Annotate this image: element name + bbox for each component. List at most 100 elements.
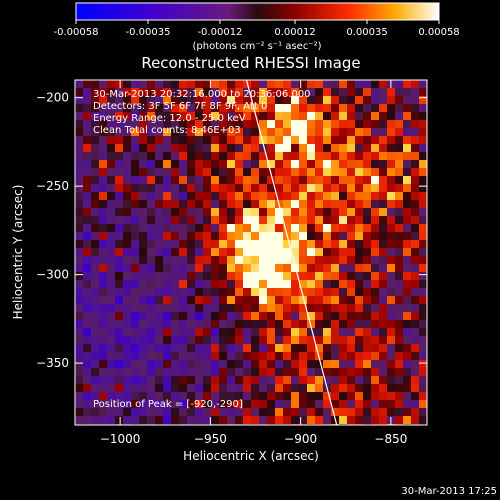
heatmap-cell [363, 368, 372, 377]
heatmap-cell [195, 128, 204, 137]
heatmap-cell [123, 392, 132, 401]
heatmap-cell [75, 416, 84, 425]
heatmap-cell [315, 256, 324, 265]
heatmap-cell [395, 160, 404, 169]
heatmap-cell [323, 232, 332, 241]
heatmap-cell [99, 392, 108, 401]
y-axis: −200−250−300−350 [36, 91, 427, 370]
heatmap-cell [315, 168, 324, 177]
heatmap-cell [403, 152, 412, 161]
heatmap-cell [235, 416, 244, 425]
heatmap-cell [115, 384, 124, 393]
heatmap-cell [171, 280, 180, 289]
heatmap-cell [411, 328, 420, 337]
heatmap-cell [339, 112, 348, 121]
heatmap-cell [315, 416, 324, 425]
heatmap-cell [291, 192, 300, 201]
heatmap-cell [355, 184, 364, 193]
heatmap-cell [291, 232, 300, 241]
heatmap-cell [171, 360, 180, 369]
heatmap-cell [339, 80, 348, 89]
heatmap-cell [339, 200, 348, 209]
heatmap-cell [315, 224, 324, 233]
heatmap-cell [267, 360, 276, 369]
heatmap-cell [147, 136, 156, 145]
heatmap-cell [419, 280, 427, 289]
peak-position-label: Position of Peak = [-920,-290] [93, 399, 243, 410]
heatmap-cell [83, 112, 92, 121]
heatmap-cell [315, 248, 324, 257]
heatmap-cell [147, 304, 156, 313]
heatmap-cell [307, 384, 316, 393]
heatmap-cell [387, 344, 396, 353]
heatmap-cell [123, 408, 132, 417]
heatmap-cell [219, 152, 228, 161]
heatmap-cell [131, 248, 140, 257]
heatmap-cell [299, 168, 308, 177]
heatmap-cell [91, 368, 100, 377]
heatmap-cell [123, 128, 132, 137]
heatmap-cell [331, 384, 340, 393]
heatmap-cell [331, 408, 340, 417]
heatmap-cell [203, 296, 212, 305]
heatmap-cell [243, 128, 252, 137]
heatmap-cell [339, 328, 348, 337]
heatmap-cell [379, 312, 388, 321]
heatmap-cell [403, 312, 412, 321]
heatmap-cell [299, 152, 308, 161]
heatmap-cell [75, 88, 84, 97]
heatmap-cell [131, 280, 140, 289]
heatmap-cell [75, 304, 84, 313]
heatmap-cell [155, 152, 164, 161]
heatmap-cell [155, 296, 164, 305]
heatmap-cell [203, 80, 212, 89]
heatmap-cell [83, 184, 92, 193]
heatmap-cell [147, 344, 156, 353]
heatmap-cell [299, 192, 308, 201]
heatmap-cell [99, 216, 108, 225]
heatmap-cell [347, 104, 356, 113]
heatmap-cell [179, 192, 188, 201]
heatmap-cell [115, 296, 124, 305]
heatmap-cell [123, 112, 132, 121]
heatmap-cell [139, 96, 148, 105]
heatmap-cell [131, 104, 140, 113]
heatmap-cell [171, 336, 180, 345]
heatmap-cell [203, 360, 212, 369]
heatmap-cell [315, 264, 324, 273]
heatmap-cell [83, 248, 92, 257]
heatmap-cell [419, 320, 427, 329]
heatmap-cell [219, 400, 228, 409]
heatmap-cell [83, 280, 92, 289]
heatmap-cell [147, 120, 156, 129]
heatmap-cell [91, 168, 100, 177]
heatmap-cell [387, 328, 396, 337]
heatmap-cell [243, 208, 252, 217]
heatmap-cell [147, 408, 156, 417]
heatmap-cell [307, 344, 316, 353]
heatmap-cell [83, 416, 92, 425]
heatmap-cell [147, 328, 156, 337]
heatmap-cell [187, 392, 196, 401]
heatmap-cell [75, 208, 84, 217]
heatmap-cell [107, 224, 116, 233]
heatmap-cell [235, 376, 244, 385]
heatmap-cell [403, 416, 412, 425]
heatmap-cell [267, 120, 276, 129]
heatmap-cell [179, 184, 188, 193]
heatmap-cell [323, 336, 332, 345]
heatmap-cell [363, 288, 372, 297]
heatmap-cell [395, 368, 404, 377]
heatmap-cell [307, 184, 316, 193]
heatmap-cell [83, 208, 92, 217]
heatmap-cell [419, 288, 427, 297]
heatmap-cell [331, 344, 340, 353]
heatmap-cell [347, 408, 356, 417]
heatmap-cell [171, 288, 180, 297]
heatmap-cell [387, 264, 396, 273]
heatmap-cell [219, 80, 228, 89]
heatmap-cell [147, 368, 156, 377]
heatmap-cell [99, 96, 108, 105]
heatmap-cell [299, 304, 308, 313]
heatmap-cell [195, 312, 204, 321]
